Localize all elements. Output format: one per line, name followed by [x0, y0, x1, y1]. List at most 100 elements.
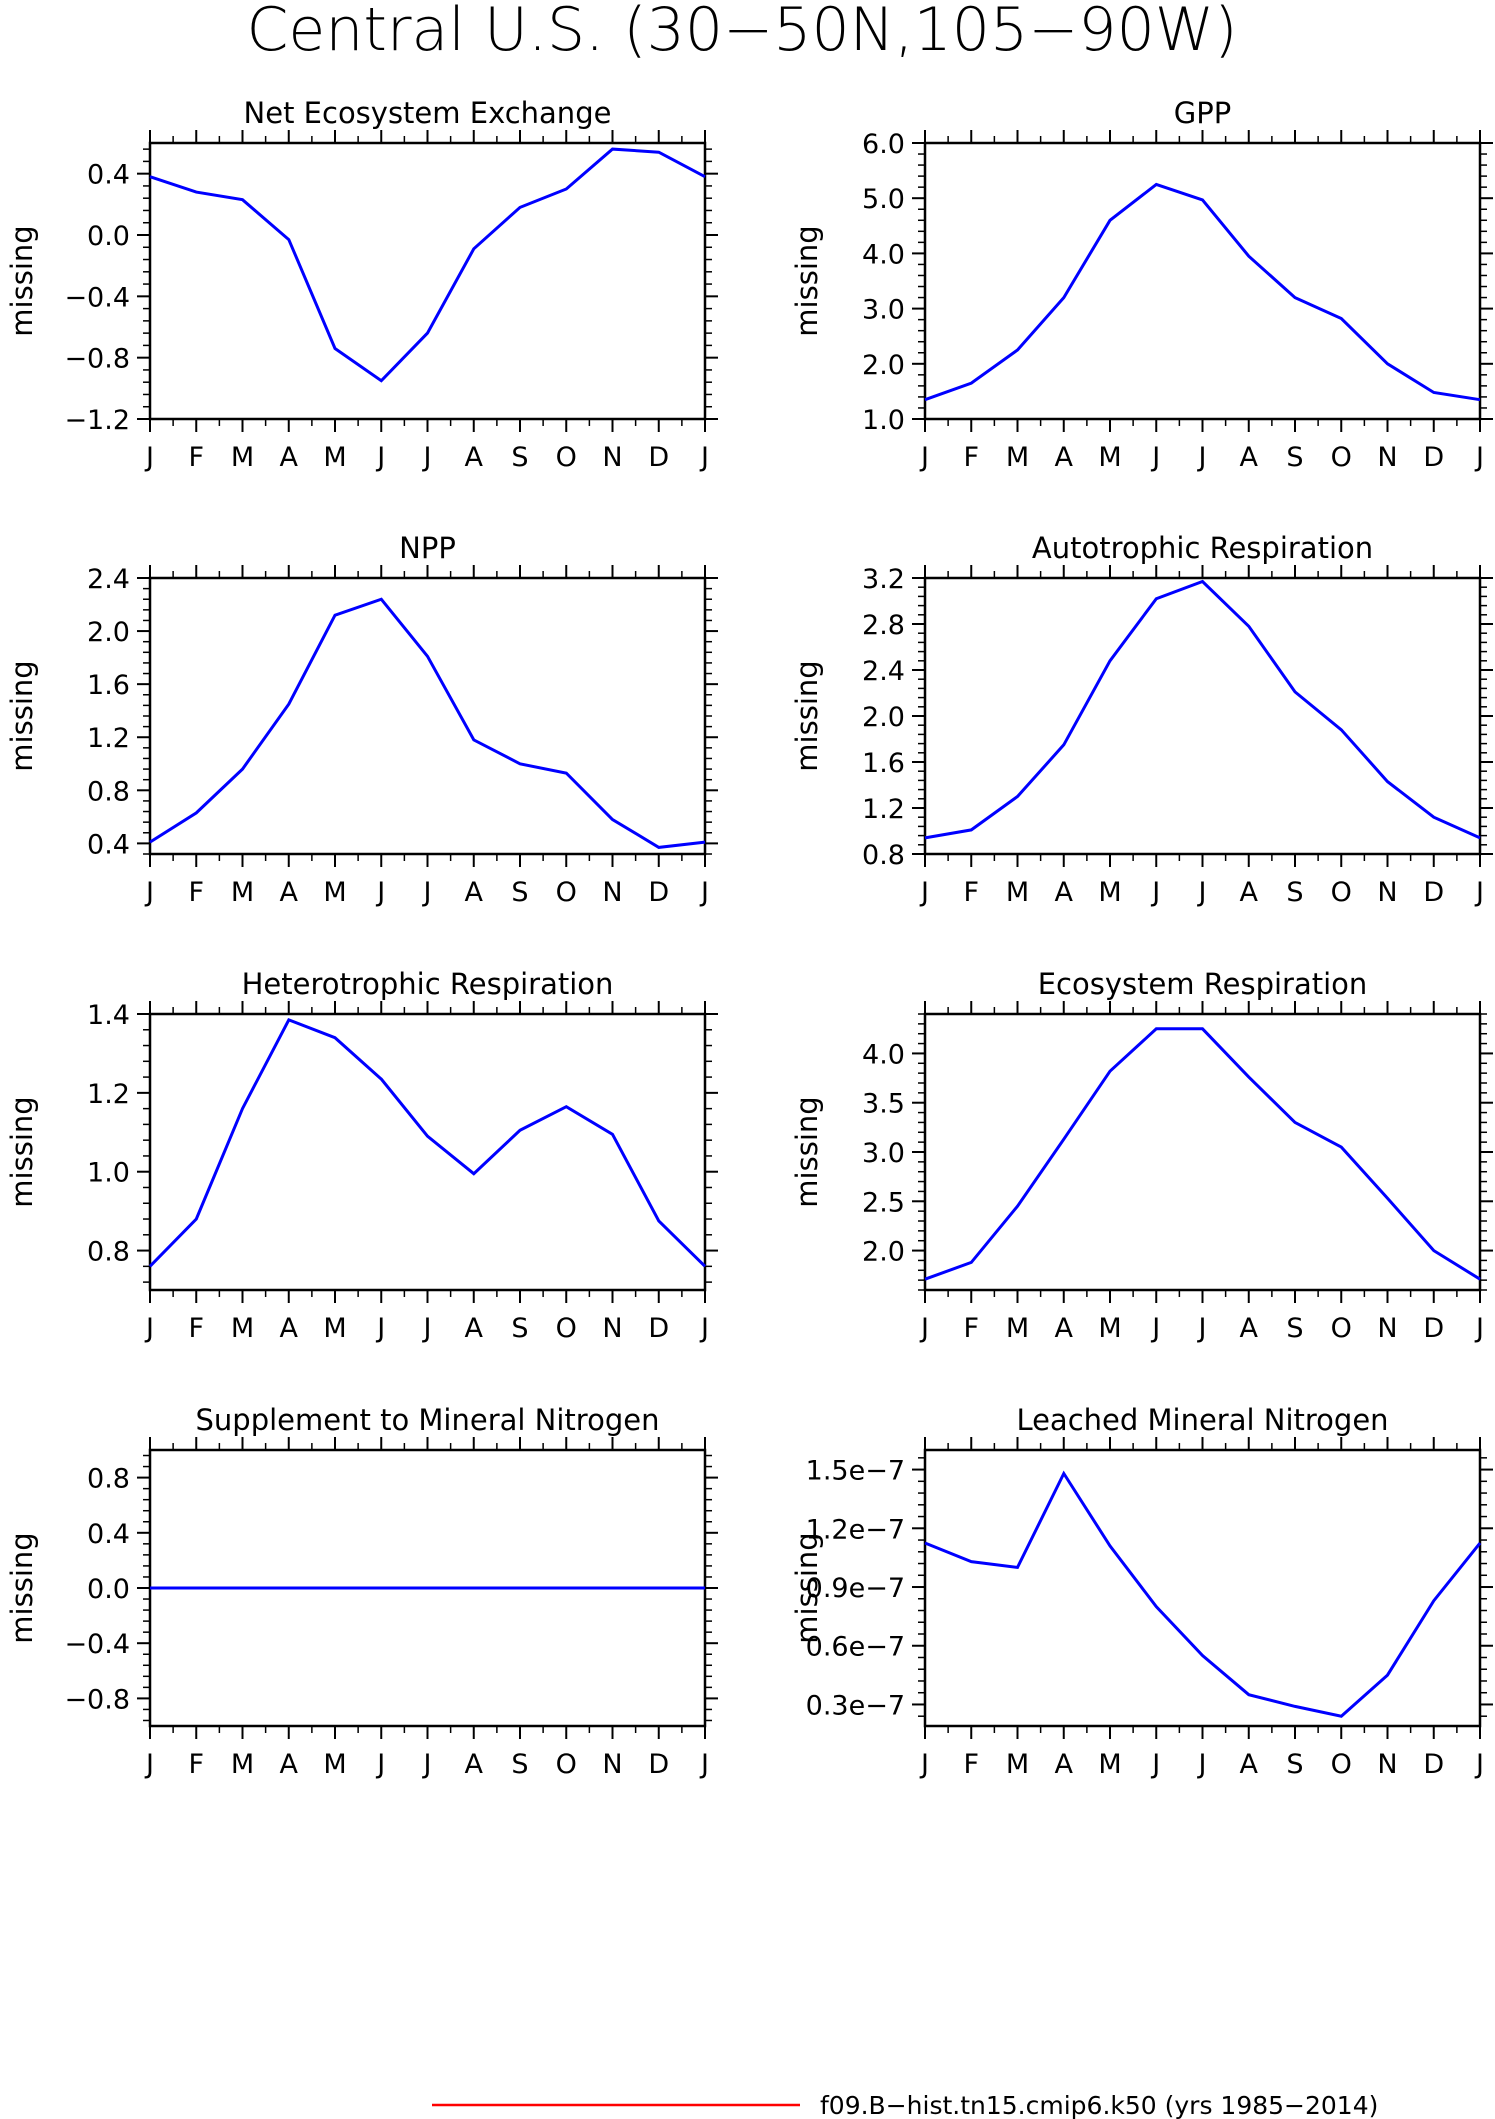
x-tick-label: M: [231, 442, 254, 473]
series-line: [149, 147, 706, 383]
x-tick-label: J: [699, 442, 709, 473]
x-tick-label: S: [511, 1313, 528, 1344]
x-tick-label: J: [375, 442, 385, 473]
legend-label: f09.B−hist.tn15.cmip6.k50 (yrs 1985−2014…: [820, 2091, 1378, 2119]
x-tick-label: O: [1331, 1749, 1352, 1780]
panel-title: Ecosystem Respiration: [1038, 967, 1368, 1001]
x-tick-label: A: [1055, 1749, 1074, 1780]
y-tick-label: 0.4: [87, 1519, 130, 1550]
x-tick-label: M: [231, 1749, 254, 1780]
x-tick-label: D: [1423, 1313, 1444, 1344]
x-tick-label: J: [919, 1749, 929, 1780]
x-tick-label: J: [1474, 1313, 1484, 1344]
y-axis-label: missing: [5, 1096, 39, 1207]
x-tick-label: F: [963, 1313, 979, 1344]
x-tick-label: A: [280, 1749, 299, 1780]
panel-title: Supplement to Mineral Nitrogen: [196, 1403, 660, 1437]
x-tick-label: A: [1240, 1313, 1259, 1344]
x-tick-label: O: [556, 1313, 577, 1344]
x-tick-label: O: [556, 1749, 577, 1780]
x-tick-label: J: [144, 1749, 154, 1780]
x-tick-label: J: [144, 1313, 154, 1344]
x-tick-label: J: [144, 442, 154, 473]
plot-frame: [923, 1448, 1482, 1728]
y-tick-label: 1.6: [87, 670, 130, 701]
y-tick-label: 1.2e−7: [806, 1514, 905, 1545]
x-tick-label: M: [1098, 1749, 1121, 1780]
y-tick-label: 1.2: [87, 1079, 130, 1110]
y-tick-label: 1.0: [87, 1158, 130, 1189]
y-tick-label: 2.4: [87, 564, 130, 595]
y-tick-label: 1.5e−7: [806, 1456, 905, 1487]
x-tick-label: A: [280, 442, 299, 473]
x-tick-label: J: [919, 877, 929, 908]
x-tick-label: M: [323, 1749, 346, 1780]
x-tick-label: N: [602, 1749, 622, 1780]
x-tick-label: M: [231, 877, 254, 908]
x-tick-label: N: [1377, 442, 1397, 473]
x-tick-label: M: [1098, 1313, 1121, 1344]
x-tick-label: A: [1240, 1749, 1259, 1780]
x-tick-label: J: [375, 877, 385, 908]
x-tick-label: J: [375, 1313, 385, 1344]
x-tick-label: J: [422, 1313, 432, 1344]
x-tick-label: J: [422, 442, 432, 473]
series-line: [924, 1470, 1482, 1718]
x-tick-label: S: [1286, 1749, 1303, 1780]
y-tick-label: 0.6e−7: [806, 1632, 905, 1663]
x-tick-label: N: [602, 1313, 622, 1344]
y-axis-label: missing: [790, 660, 824, 771]
x-tick-label: A: [280, 877, 299, 908]
x-tick-label: N: [1377, 1313, 1397, 1344]
y-axis-label: missing: [5, 1532, 39, 1643]
x-tick-label: D: [648, 1313, 669, 1344]
series-line: [149, 597, 706, 849]
x-tick-label: J: [1197, 442, 1207, 473]
x-tick-label: J: [422, 877, 432, 908]
x-tick-label: O: [556, 877, 577, 908]
y-tick-label: 1.6: [862, 748, 905, 779]
y-tick-label: 2.0: [862, 350, 905, 381]
x-tick-label: N: [602, 442, 622, 473]
x-tick-label: F: [963, 442, 979, 473]
x-tick-label: J: [1150, 877, 1160, 908]
x-tick-label: A: [465, 877, 484, 908]
y-axis-label: missing: [790, 225, 824, 336]
y-tick-label: 6.0: [862, 129, 905, 160]
x-tick-label: O: [556, 442, 577, 473]
x-tick-label: J: [1474, 442, 1484, 473]
series-line: [924, 579, 1481, 840]
x-tick-label: F: [188, 1313, 204, 1344]
x-tick-label: S: [1286, 1313, 1303, 1344]
y-tick-label: 1.0: [862, 405, 905, 436]
plot-frame: [148, 576, 707, 856]
x-tick-label: J: [144, 877, 154, 908]
x-tick-label: J: [699, 1313, 709, 1344]
x-tick-label: J: [375, 1749, 385, 1780]
x-tick-label: M: [1006, 1313, 1029, 1344]
y-tick-label: 2.0: [87, 617, 130, 648]
y-tick-label: 1.2: [862, 794, 905, 825]
y-tick-label: 2.5: [862, 1187, 905, 1218]
y-axis-label: missing: [5, 225, 39, 336]
y-tick-label: 0.8: [862, 840, 905, 871]
x-tick-label: N: [1377, 1749, 1397, 1780]
y-tick-label: 0.8: [87, 1237, 130, 1268]
x-tick-label: J: [1197, 877, 1207, 908]
x-tick-label: O: [1331, 1313, 1352, 1344]
x-tick-label: F: [963, 877, 979, 908]
y-tick-label: 1.2: [87, 723, 130, 754]
x-tick-label: A: [1240, 442, 1259, 473]
x-tick-label: M: [1006, 1749, 1029, 1780]
panel-title: Net Ecosystem Exchange: [244, 96, 612, 130]
x-tick-label: M: [1006, 877, 1029, 908]
y-tick-label: 3.0: [862, 1138, 905, 1169]
x-tick-label: D: [1423, 1749, 1444, 1780]
x-tick-label: D: [1423, 442, 1444, 473]
y-tick-label: −0.8: [64, 1684, 130, 1715]
y-tick-label: 0.4: [87, 160, 130, 191]
y-tick-label: 0.9e−7: [806, 1573, 905, 1604]
